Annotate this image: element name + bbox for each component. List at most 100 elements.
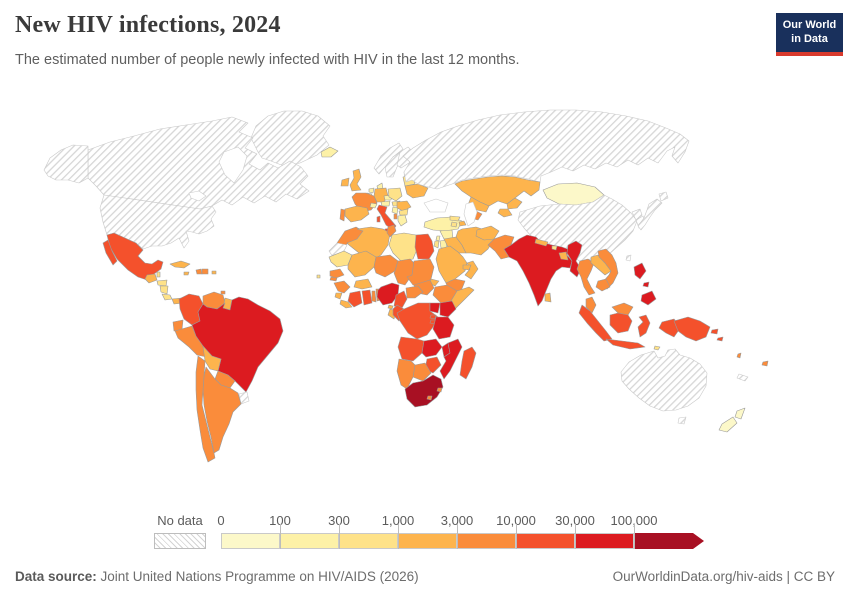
country-new-caledonia[interactable] — [736, 373, 749, 382]
country-togo[interactable] — [371, 290, 377, 303]
country-tanzania[interactable] — [432, 316, 455, 340]
country-tajikistan[interactable] — [497, 208, 513, 218]
country-bhutan[interactable] — [551, 245, 558, 251]
country-malaysia-borneo[interactable] — [611, 302, 634, 316]
country-jamaica[interactable] — [183, 271, 190, 276]
country-ireland[interactable] — [340, 177, 350, 187]
legend-segment[interactable] — [398, 533, 457, 549]
owid-logo[interactable]: Our World in Data — [776, 13, 843, 56]
country-kenya[interactable] — [439, 300, 457, 318]
country-bulgaria[interactable] — [398, 208, 409, 216]
legend-no-data-swatch[interactable] — [154, 533, 206, 549]
country-bangladesh[interactable] — [558, 251, 569, 261]
legend-segment[interactable] — [221, 533, 280, 549]
country-sri-lanka[interactable] — [544, 292, 552, 303]
country-netherlands[interactable] — [368, 187, 375, 194]
legend-segment[interactable] — [516, 533, 575, 549]
owid-link[interactable]: OurWorldinData.org/hiv-aids | CC BY — [612, 569, 835, 584]
country-albania[interactable] — [393, 213, 398, 220]
country-spain[interactable] — [344, 205, 370, 223]
country-mexico[interactable] — [106, 232, 164, 281]
country-indonesia-java[interactable] — [605, 338, 646, 350]
country-papua-new-guinea[interactable] — [673, 316, 711, 342]
legend-segment[interactable] — [634, 533, 704, 549]
country-madagascar[interactable] — [459, 346, 477, 380]
country-angola[interactable] — [397, 336, 425, 362]
country-car[interactable] — [405, 285, 424, 299]
country-kyrgyzstan[interactable] — [506, 197, 523, 210]
country-alaska[interactable] — [43, 144, 89, 184]
country-greece[interactable] — [397, 214, 408, 227]
country-drc[interactable] — [396, 302, 439, 340]
country-timor-leste[interactable] — [653, 345, 661, 351]
country-portugal[interactable] — [339, 208, 346, 222]
country-indonesia-sumatra[interactable] — [578, 304, 613, 342]
country-cape-verde[interactable] — [316, 274, 321, 279]
country-argentina[interactable] — [202, 366, 242, 454]
country-cuba[interactable] — [169, 260, 191, 269]
country-armenia[interactable] — [450, 221, 458, 228]
country-south-africa[interactable] — [404, 374, 444, 408]
country-vietnam[interactable] — [597, 248, 619, 290]
country-niger[interactable] — [373, 254, 399, 278]
country-australia[interactable] — [620, 348, 708, 412]
country-poland[interactable] — [387, 187, 403, 202]
country-rwanda[interactable] — [429, 314, 437, 320]
country-japan[interactable] — [637, 198, 663, 231]
country-dominican-republic[interactable] — [201, 268, 209, 275]
country-canada[interactable] — [87, 116, 310, 210]
country-north-korea[interactable] — [631, 208, 643, 221]
country-vanuatu[interactable] — [736, 352, 742, 359]
country-trinidad[interactable] — [220, 290, 226, 295]
country-liberia[interactable] — [339, 299, 353, 309]
country-guatemala[interactable] — [144, 273, 158, 284]
country-ghana[interactable] — [361, 289, 373, 306]
country-lesotho[interactable] — [426, 395, 433, 401]
country-uae[interactable] — [462, 264, 472, 271]
country-costa-rica[interactable] — [161, 293, 173, 301]
country-eswatini[interactable] — [436, 387, 443, 393]
country-burkina-faso[interactable] — [353, 278, 373, 290]
country-cameroon[interactable] — [393, 290, 408, 309]
country-azerbaijan[interactable] — [458, 220, 467, 227]
country-nicaragua[interactable] — [159, 285, 169, 295]
country-haiti[interactable] — [195, 268, 203, 275]
country-fiji[interactable] — [761, 360, 769, 367]
country-senegal[interactable] — [329, 268, 345, 279]
country-guinea[interactable] — [333, 280, 351, 294]
country-romania[interactable] — [396, 200, 412, 212]
country-austria[interactable] — [380, 200, 391, 207]
country-chile[interactable] — [195, 355, 216, 463]
country-namibia[interactable] — [396, 358, 416, 390]
country-belize[interactable] — [156, 271, 161, 278]
country-equatorial-guinea[interactable] — [387, 304, 394, 310]
country-uganda[interactable] — [429, 302, 441, 314]
country-nigeria[interactable] — [376, 282, 400, 306]
country-nepal[interactable] — [534, 238, 549, 247]
country-mexico-baja[interactable] — [102, 239, 118, 266]
country-georgia[interactable] — [449, 215, 461, 222]
country-honduras[interactable] — [156, 279, 168, 287]
country-mozambique[interactable] — [439, 338, 463, 380]
legend-segment[interactable] — [339, 533, 398, 549]
country-philippines-visayas[interactable] — [642, 281, 650, 288]
country-kazakhstan[interactable] — [454, 175, 541, 207]
country-egypt[interactable] — [414, 233, 435, 260]
country-greenland[interactable] — [250, 110, 331, 167]
country-saudi-arabia[interactable] — [435, 245, 468, 284]
country-solomon-islands[interactable] — [716, 336, 724, 342]
country-zambia[interactable] — [421, 338, 443, 358]
country-iceland[interactable] — [320, 146, 339, 158]
country-norway[interactable] — [373, 142, 404, 175]
country-switzerland[interactable] — [369, 202, 378, 209]
legend-segment[interactable] — [457, 533, 516, 549]
country-cambodia[interactable] — [595, 278, 611, 292]
country-puerto-rico[interactable] — [211, 270, 217, 275]
country-png-new-britain[interactable] — [710, 328, 719, 335]
country-italy-sardinia[interactable] — [376, 215, 381, 223]
country-indonesia-kalimantan[interactable] — [609, 312, 633, 334]
country-taiwan[interactable] — [625, 254, 632, 262]
country-tunisia[interactable] — [386, 224, 397, 238]
country-indonesia-sulawesi[interactable] — [637, 314, 651, 338]
country-new-zealand-south[interactable] — [718, 416, 738, 433]
